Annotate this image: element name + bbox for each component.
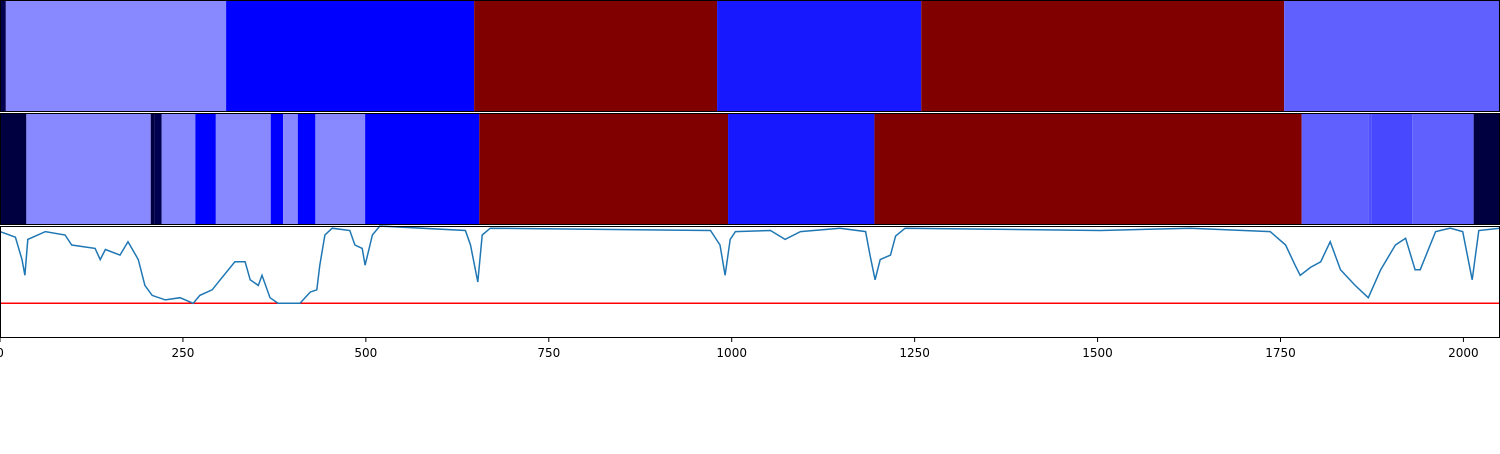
x-tick-label: 500 [354,346,377,360]
line [0,225,1500,305]
x-tick-label: 0 [0,346,4,360]
segment [215,113,271,225]
segment [474,0,718,112]
segment [154,113,162,225]
segment [1368,113,1372,225]
segment [1473,113,1500,225]
x-tick-label: 1000 [716,346,747,360]
segment [283,113,298,225]
x-tick-label: 250 [171,346,194,360]
segment [26,113,151,225]
segment [921,0,1285,112]
x-tick-label: 1500 [1082,346,1113,360]
segment [1371,113,1413,225]
panel-frame [0,226,1500,338]
segment [315,113,366,225]
x-tick-label: 750 [537,346,560,360]
segment [1412,113,1474,225]
segment [0,113,27,225]
x-tick-label: 1750 [1265,346,1296,360]
x-tick-label: 2000 [1448,346,1479,360]
segment [161,113,196,225]
segment [5,0,227,112]
segment [717,0,922,112]
segment [195,113,216,225]
segment [0,0,6,112]
segment [1301,113,1369,225]
segment [1284,0,1500,112]
segment [226,0,475,112]
segment [270,113,284,225]
segment [479,113,729,225]
segment [297,113,316,225]
segment [150,113,155,225]
segment [874,113,1302,225]
segment [728,113,875,225]
x-tick-label: 1250 [899,346,930,360]
segment [365,113,480,225]
